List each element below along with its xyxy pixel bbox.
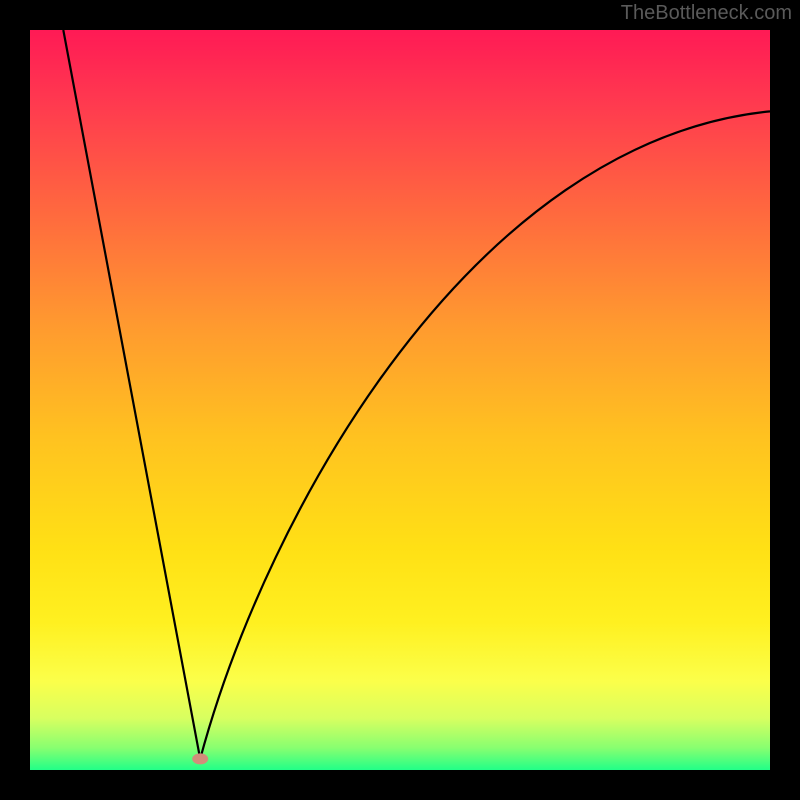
chart-plot-area — [30, 30, 770, 770]
watermark-text: TheBottleneck.com — [621, 2, 792, 25]
chart-svg — [0, 0, 800, 800]
chart-container: TheBottleneck.com — [0, 0, 800, 800]
optimum-marker — [192, 753, 208, 764]
